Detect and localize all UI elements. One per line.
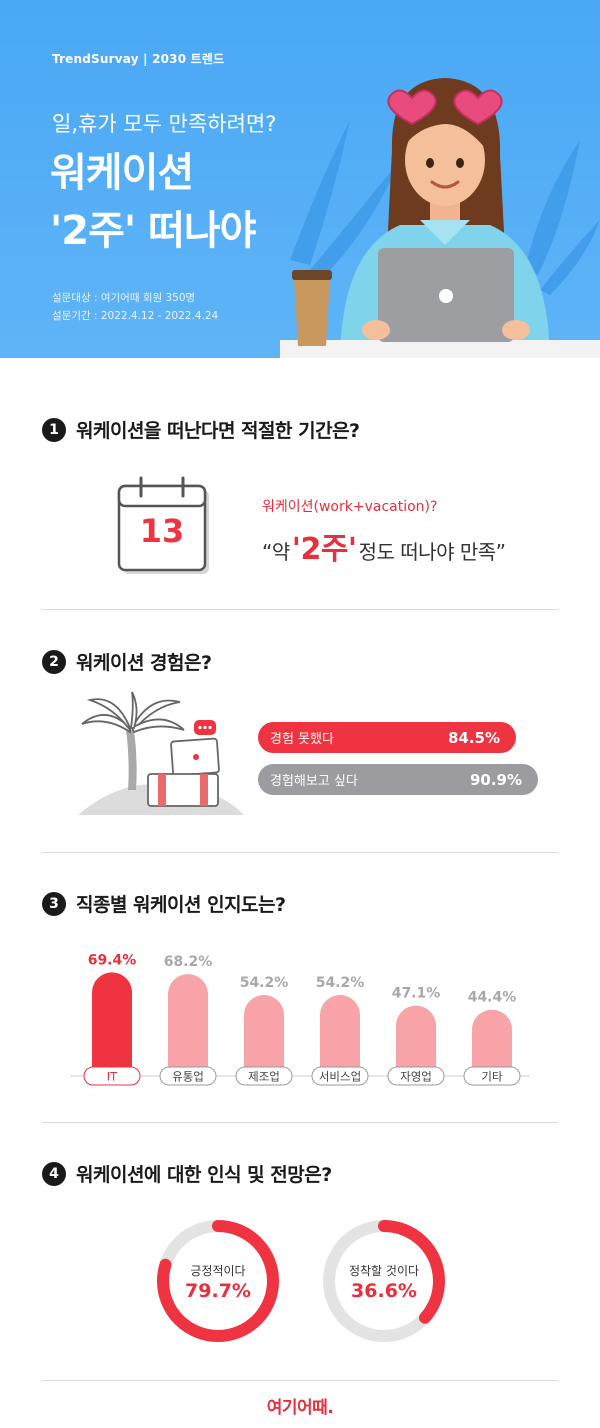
question-4-heading: 4 워케이션에 대한 인식 및 전망은? xyxy=(42,1160,332,1187)
chart-category-label: 기타 xyxy=(481,1070,503,1084)
question-3-number: 3 xyxy=(42,891,66,916)
workation-caption: 워케이션(work+vacation)? xyxy=(262,499,438,515)
chart-category-pill xyxy=(463,1066,521,1086)
chart-value-label: 69.4% xyxy=(88,952,137,968)
donut-arc xyxy=(157,1220,279,1342)
hero-title-line2: '2주' 떠나야 xyxy=(50,208,256,254)
chart-category-label: 자영업 xyxy=(400,1070,432,1084)
donut-positive-value: 79.7% xyxy=(185,1280,251,1302)
donut-positive: 긍정적이다 79.7% xyxy=(155,1218,281,1344)
experience-bar-no-value: 84.5% xyxy=(447,728,500,747)
chart-category-pill xyxy=(235,1066,293,1086)
donut-positive-ring xyxy=(157,1220,279,1342)
question-4-text: 워케이션에 대한 인식 및 전망은? xyxy=(76,1164,332,1186)
chart-category-pill xyxy=(83,1066,141,1086)
experience-bar-want-label: 경험해보고 싶다 xyxy=(270,774,358,789)
chart-category-label: 서비스업 xyxy=(319,1070,361,1084)
chart-category-label: 제조업 xyxy=(248,1070,280,1084)
yeogiottae-logo: 여기어때. xyxy=(266,1398,334,1418)
chart-bar xyxy=(320,995,360,1076)
chart-category-pill xyxy=(311,1066,369,1086)
divider-4 xyxy=(42,1380,558,1381)
divider-3 xyxy=(42,1122,558,1123)
occupation-awareness-chart: 69.4% IT 68.2% 유통업 54.2% 제조업 54.2% 서비스업 47.1% 자영업… xyxy=(70,952,530,1086)
question-1-number: 1 xyxy=(42,417,66,442)
question-1-heading: 1 워케이션을 떠난다면 적절한 기간은? xyxy=(42,416,360,443)
donut-settle: 정착할 것이다 36.6% xyxy=(321,1218,447,1344)
chart-value-label: 47.1% xyxy=(392,986,441,1002)
survey-period: 설문기간 : 2022.4.12 - 2022.4.24 xyxy=(52,310,219,322)
calendar-icon xyxy=(117,476,209,574)
hero-banner: TrendSurvay | 2030 트렌드 일,휴가 모두 만족하려면? 워케… xyxy=(0,0,600,358)
question-2-number: 2 xyxy=(42,649,66,674)
chart-bar xyxy=(92,972,132,1076)
donut-positive-label: 긍정적이다 xyxy=(190,1264,246,1278)
chart-category-pill xyxy=(159,1066,217,1086)
calendar-day: 13 xyxy=(139,512,185,550)
answer-1-pre: “약 xyxy=(262,540,290,564)
experience-bar-want: 경험해보고 싶다 90.9% xyxy=(258,764,538,795)
experience-bar-no-label: 경험 못했다 xyxy=(270,732,334,747)
answer-1-highlight: '2주' xyxy=(291,532,357,567)
hero-subtitle: 일,휴가 모두 만족하려면? xyxy=(52,112,277,136)
chart-value-label: 54.2% xyxy=(316,975,365,991)
question-2-heading: 2 워케이션 경험은? xyxy=(42,648,212,675)
question-3-text: 직종별 워케이션 인지도는? xyxy=(76,894,286,916)
divider-1 xyxy=(42,609,558,610)
island-laptop-illustration xyxy=(78,691,244,815)
chart-category-pill xyxy=(387,1066,445,1086)
answer-1: “약 '2주' 정도 떠나야 만족” xyxy=(262,524,506,568)
chart-value-label: 44.4% xyxy=(468,990,517,1006)
chart-category-label: 유통업 xyxy=(172,1070,204,1084)
brand-label: TrendSurvay | 2030 트렌드 xyxy=(52,52,225,66)
chart-bar xyxy=(244,995,284,1076)
chart-value-label: 54.2% xyxy=(240,975,289,991)
survey-target: 설문대상 : 여기어때 회원 350명 xyxy=(52,292,196,304)
question-3-heading: 3 직종별 워케이션 인지도는? xyxy=(42,890,286,917)
donut-settle-label: 정착할 것이다 xyxy=(348,1264,420,1278)
chart-bar xyxy=(168,974,208,1076)
divider-2 xyxy=(42,852,558,853)
donut-settle-value: 36.6% xyxy=(351,1280,417,1302)
experience-bar-want-value: 90.9% xyxy=(469,770,522,789)
chart-bar xyxy=(472,1009,512,1076)
experience-bar-no: 경험 못했다 84.5% xyxy=(258,722,516,753)
chart-value-label: 68.2% xyxy=(164,954,213,970)
question-1-text: 워케이션을 떠난다면 적절한 기간은? xyxy=(76,420,360,442)
question-2-text: 워케이션 경험은? xyxy=(76,652,212,674)
woman-laptop-illustration xyxy=(280,78,600,358)
answer-1-post: 정도 떠나야 만족” xyxy=(358,540,506,564)
hero-title-line1: 워케이션 xyxy=(50,150,194,196)
chart-bar xyxy=(396,1005,436,1076)
donut-arc xyxy=(323,1220,445,1342)
question-4-number: 4 xyxy=(42,1161,66,1186)
chart-category-label: IT xyxy=(107,1070,118,1084)
donut-settle-ring xyxy=(323,1220,445,1342)
